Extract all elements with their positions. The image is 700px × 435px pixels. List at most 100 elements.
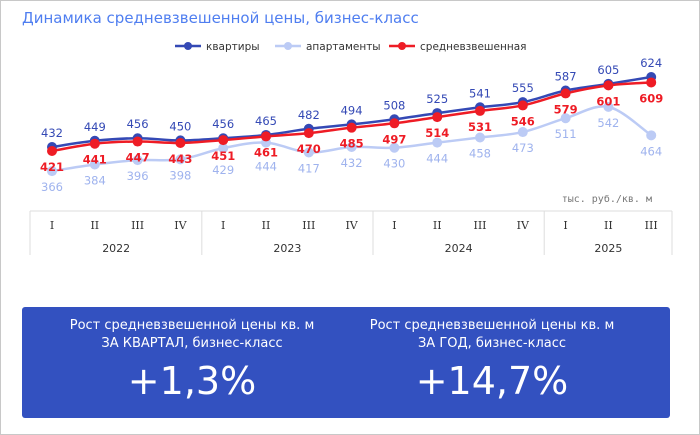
x-tick-label: III <box>473 219 486 232</box>
legend-label-0: квартиры <box>206 41 260 53</box>
x-tick-label: I <box>392 219 396 232</box>
data-label: 465 <box>255 114 277 128</box>
data-point <box>603 101 614 112</box>
x-tick-label: I <box>50 219 54 232</box>
x-tick-label: IV <box>345 219 358 232</box>
data-label: 384 <box>84 174 106 188</box>
data-label: 587 <box>555 69 577 83</box>
data-point <box>132 155 143 166</box>
data-label: 447 <box>126 151 150 165</box>
data-point <box>646 130 657 141</box>
data-point <box>560 113 571 124</box>
data-label: 451 <box>211 149 235 163</box>
data-label: 456 <box>127 117 149 131</box>
kpi-quarter: Рост средневзвешенной цены кв. м ЗА КВАР… <box>42 317 342 403</box>
data-point <box>346 122 357 133</box>
kpi-caption-line1: Рост средневзвешенной цены кв. м <box>69 318 315 333</box>
data-point <box>47 146 57 157</box>
legend-label-1: апартаменты <box>306 41 381 53</box>
data-label: 494 <box>341 103 363 117</box>
legend-label-2: средневзвешенная <box>420 41 526 53</box>
data-point <box>560 88 571 99</box>
data-label: 441 <box>83 153 107 167</box>
data-point <box>432 112 443 123</box>
data-label: 432 <box>341 156 363 170</box>
data-point <box>175 137 186 148</box>
data-label: 482 <box>298 108 320 122</box>
data-label: 624 <box>640 56 662 70</box>
data-label: 444 <box>426 152 448 166</box>
data-label: 525 <box>426 92 448 106</box>
x-tick-label: III <box>645 219 658 232</box>
legend-marker <box>184 42 192 50</box>
x-tick-label: IV <box>174 219 187 232</box>
data-label: 464 <box>640 144 662 158</box>
data-label: 458 <box>469 147 491 161</box>
data-point <box>261 131 271 142</box>
unit-label: тыс. руб./кв. м <box>562 193 652 205</box>
data-point <box>475 105 485 116</box>
data-label: 511 <box>555 127 577 141</box>
data-label: 456 <box>212 117 234 131</box>
data-label: 508 <box>383 98 405 112</box>
year-label: 2024 <box>445 242 473 255</box>
data-point <box>346 142 357 152</box>
data-label: 555 <box>512 81 534 95</box>
data-point <box>132 136 143 147</box>
data-point <box>47 166 57 177</box>
x-tick-label: I <box>563 219 567 232</box>
x-tick-label: II <box>90 219 99 232</box>
data-point <box>218 135 229 146</box>
data-label: 444 <box>255 159 277 173</box>
data-label: 398 <box>169 168 191 182</box>
data-label: 443 <box>168 152 192 166</box>
data-point <box>389 142 400 153</box>
year-label: 2022 <box>102 242 130 255</box>
data-label: 432 <box>41 126 63 140</box>
data-point <box>517 100 528 111</box>
data-point <box>432 137 443 148</box>
data-label: 531 <box>468 120 492 134</box>
kpi-caption-line2: ЗА ГОД, бизнес-класс <box>417 336 567 351</box>
data-point <box>303 128 314 139</box>
data-label: 473 <box>512 141 534 155</box>
data-point <box>218 143 229 154</box>
year-label: 2023 <box>273 242 301 255</box>
data-label: 609 <box>639 91 663 105</box>
data-label: 485 <box>340 137 364 151</box>
data-label: 497 <box>382 132 406 146</box>
kpi-caption-line1: Рост средневзвешенной цены кв. м <box>369 318 615 333</box>
x-tick-label: II <box>262 219 271 232</box>
legend-marker <box>284 42 292 50</box>
year-label: 2025 <box>594 242 622 255</box>
legend-marker <box>398 42 406 50</box>
data-label: 514 <box>425 126 449 140</box>
data-point <box>475 132 485 143</box>
kpi-value: +1,3% <box>127 359 257 403</box>
data-label: 470 <box>297 142 321 156</box>
kpi-panel: Рост средневзвешенной цены кв. м ЗА КВАР… <box>22 307 670 418</box>
x-tick-label: III <box>302 219 315 232</box>
data-point <box>389 118 400 129</box>
kpi-caption-line2: ЗА КВАРТАЛ, бизнес-класс <box>101 336 283 351</box>
x-tick-label: I <box>221 219 225 232</box>
data-label: 542 <box>597 116 619 130</box>
x-tick-label: II <box>433 219 442 232</box>
data-label: 396 <box>127 169 149 183</box>
kpi-value: +14,7% <box>415 359 569 403</box>
data-label: 601 <box>596 94 620 108</box>
x-tick-label: II <box>604 219 613 232</box>
data-label: 429 <box>212 163 234 177</box>
chart-title: Динамика средневзвешенной цены, бизнес-к… <box>22 9 419 27</box>
data-label: 461 <box>254 145 278 159</box>
data-point <box>303 147 314 158</box>
data-label: 450 <box>169 119 191 133</box>
x-tick-label: III <box>131 219 144 232</box>
x-tick-label: IV <box>517 219 530 232</box>
data-point <box>646 77 657 88</box>
line-chart: квартиры апартаменты средневзвешенная 432 44… <box>29 41 673 255</box>
data-point <box>89 159 100 170</box>
data-label: 541 <box>469 86 491 100</box>
data-label: 366 <box>41 180 63 194</box>
data-label: 421 <box>40 160 64 174</box>
